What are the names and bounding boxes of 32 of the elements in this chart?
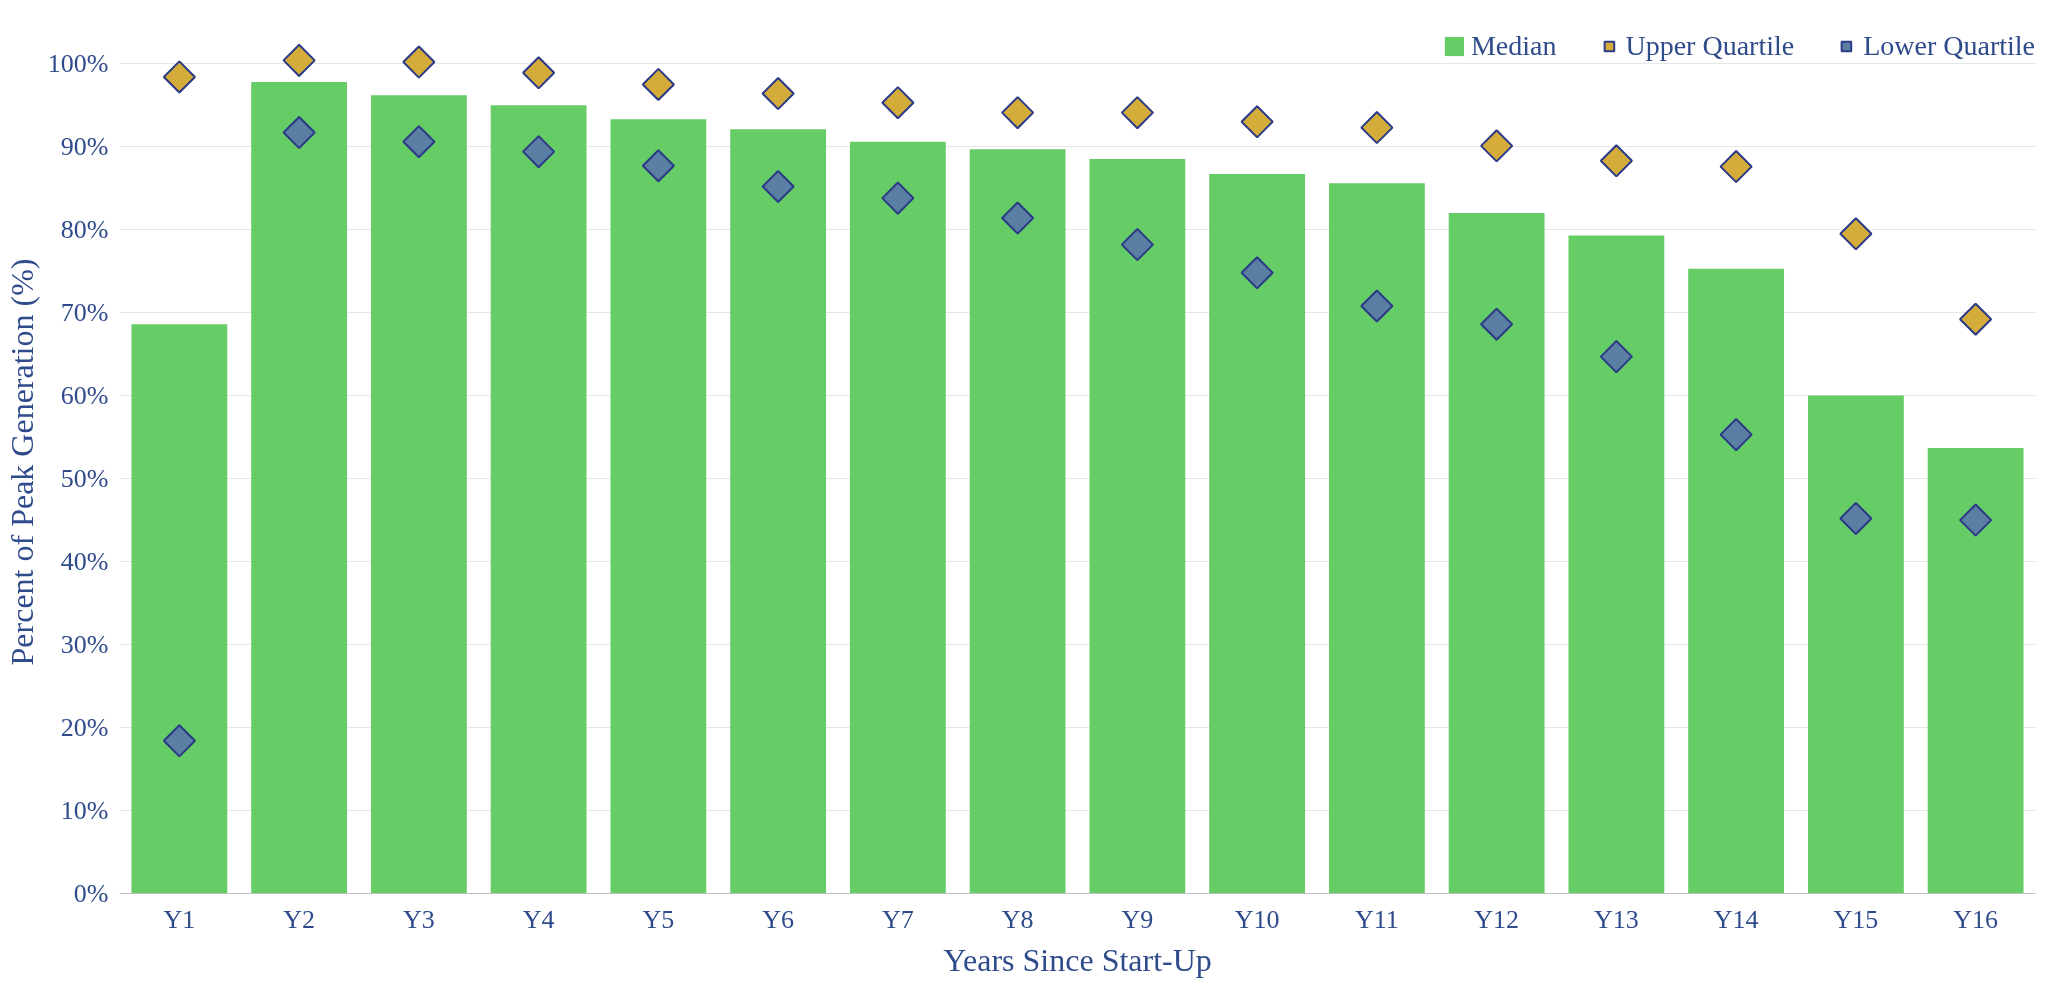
y-tick-label: 50%	[60, 464, 109, 494]
x-tick-label: Y1	[163, 904, 196, 934]
x-tick-label: Y5	[642, 904, 675, 934]
x-tick-label: Y7	[881, 904, 914, 934]
y-tick-label: 10%	[60, 796, 109, 826]
x-tick-label: Y10	[1234, 904, 1280, 934]
x-tick-label: Y11	[1354, 904, 1399, 934]
y-tick-label: 80%	[60, 215, 109, 245]
y-tick-label: 60%	[60, 381, 109, 411]
x-tick-label: Y6	[762, 904, 795, 934]
x-tick-label: Y14	[1713, 904, 1759, 934]
legend-label: Lower Quartile	[1863, 30, 2035, 62]
y-tick-label: 100%	[47, 49, 109, 79]
x-tick-label: Y15	[1833, 904, 1879, 934]
y-tick-label: 40%	[60, 547, 109, 577]
y-tick-label: 0%	[73, 879, 109, 908]
y-tick-label: 90%	[60, 132, 109, 162]
legend-label: Median	[1470, 30, 1557, 62]
x-tick-label: Y12	[1474, 904, 1520, 934]
y-tick-label: 20%	[60, 713, 109, 743]
x-tick-label: Y3	[402, 904, 435, 934]
x-axis-title: Years Since Start-Up	[943, 941, 1212, 978]
y-tick-label: 70%	[60, 298, 109, 328]
y-tick-label: 30%	[60, 630, 109, 660]
x-tick-label: Y9	[1121, 904, 1154, 934]
x-tick-label: Y13	[1593, 904, 1639, 934]
x-tick-label: Y4	[522, 904, 555, 934]
y-axis-title: Percent of Peak Generation (%)	[3, 258, 40, 666]
legend-label: Upper Quartile	[1625, 30, 1795, 62]
x-tick-label: Y16	[1953, 904, 1999, 934]
x-tick-label: Y8	[1001, 904, 1034, 934]
x-tick-label: Y2	[283, 904, 316, 934]
